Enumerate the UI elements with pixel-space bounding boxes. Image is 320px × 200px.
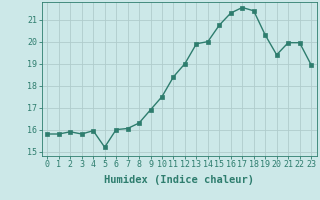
X-axis label: Humidex (Indice chaleur): Humidex (Indice chaleur) (104, 175, 254, 185)
